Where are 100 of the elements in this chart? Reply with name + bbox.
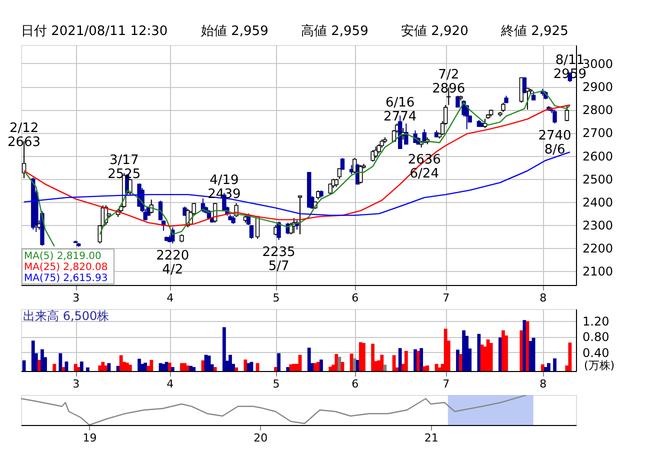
x-tick-label: 7 [442,292,450,304]
y-tick-label: 2700 [582,126,614,140]
bar [420,348,424,371]
bar [371,344,375,371]
bar [553,358,556,371]
chart-title: 出来高 6,500株 [23,309,110,323]
x-tick-label: 3 [72,292,80,304]
text: 終値 2,925 [500,24,568,39]
bar [522,320,526,371]
x-tick-label: 6 [352,378,359,390]
y-tick-label: 0.80 [582,330,610,344]
annotation: 6/16 2774 [384,96,417,125]
annotation: 2235 5/7 [262,245,296,274]
x-tick-label: 5 [272,292,280,304]
candlestick [564,104,569,122]
x-tick-label: 4 [166,378,174,390]
text: MA(75) 2,615.93 [24,273,108,284]
bar [74,364,78,371]
bar [547,363,550,371]
bar [246,363,250,371]
bar [213,367,217,371]
candlestick [128,178,132,196]
bar [52,364,56,371]
bar [168,362,172,371]
bar [289,364,293,371]
bar [138,358,141,371]
text: 安値 2,920 [401,23,468,39]
bar [568,342,572,371]
bar [320,360,323,371]
text: 高値 2,959 [301,23,368,39]
text: MA(25) 2,820.08 [24,262,108,273]
bar [328,366,332,371]
bar [180,363,184,371]
chart-title: 日付 2021/08/11 12:30 [21,24,168,39]
y-tick-label: 2900 [582,80,614,94]
bar [222,327,226,371]
x-tick-label: 8 [540,292,547,304]
bar [380,354,384,371]
candlestick [522,76,527,94]
bar [192,367,196,371]
x-tick-label: 3 [72,378,80,390]
x-tick-label: 6 [352,292,359,304]
bar [80,362,84,371]
x-tick-label: 20 [254,432,268,444]
candlestick [464,104,469,130]
bar [398,348,402,371]
candlestick [276,221,281,240]
bar [307,348,311,371]
candlestick [358,164,363,184]
y-axis-title: (万株) [584,359,615,372]
bar [228,354,232,371]
y-tick-label: 0.40 [582,346,610,360]
y-tick-label: 2400 [582,195,614,210]
bar [125,362,129,371]
bar [31,340,35,371]
candlestick [501,102,506,112]
bar [144,362,148,371]
bar [256,363,260,371]
annotation: 2740 8/6 [538,128,572,158]
x-tick-label: 8 [540,378,547,390]
bar [540,364,544,371]
candlestick [340,158,345,170]
annotation: 7/2 2896 [432,67,466,96]
bar [502,330,505,371]
bar [350,354,354,371]
bar [158,363,162,371]
candlestick [552,109,557,124]
y-tick-label: 2300 [582,218,614,232]
bar [334,354,338,371]
candlestick [298,194,302,235]
y-tick-label: 2600 [582,149,614,164]
bar [170,367,174,371]
x-tick-label: 5 [272,378,280,390]
y-tick-label: 2100 [582,264,614,279]
bar [444,328,448,371]
bar [362,342,366,371]
y-tick-label: 2200 [582,242,614,256]
candlestick [376,144,381,154]
series-label: MA(5) 2,819.00 [24,251,102,262]
bar [101,362,105,371]
candlestick [404,122,408,145]
bar [107,363,111,371]
bar [383,364,387,371]
bar [489,342,493,371]
candlestick [374,146,378,159]
bar [462,330,466,371]
bar [119,355,123,371]
bar [313,363,317,371]
bar [244,360,248,371]
bar [58,353,62,371]
annotation: 2/12 2663 [7,121,41,150]
candlestick [370,150,375,162]
bar [234,367,238,371]
annotation: 4/19 2439 [208,172,241,202]
candlestick [531,90,536,101]
x-tick-label: 21 [424,432,438,444]
bar [40,349,44,371]
bar [456,350,460,371]
annotation: 3/17 2525 [108,153,141,182]
candlestick [328,182,332,196]
